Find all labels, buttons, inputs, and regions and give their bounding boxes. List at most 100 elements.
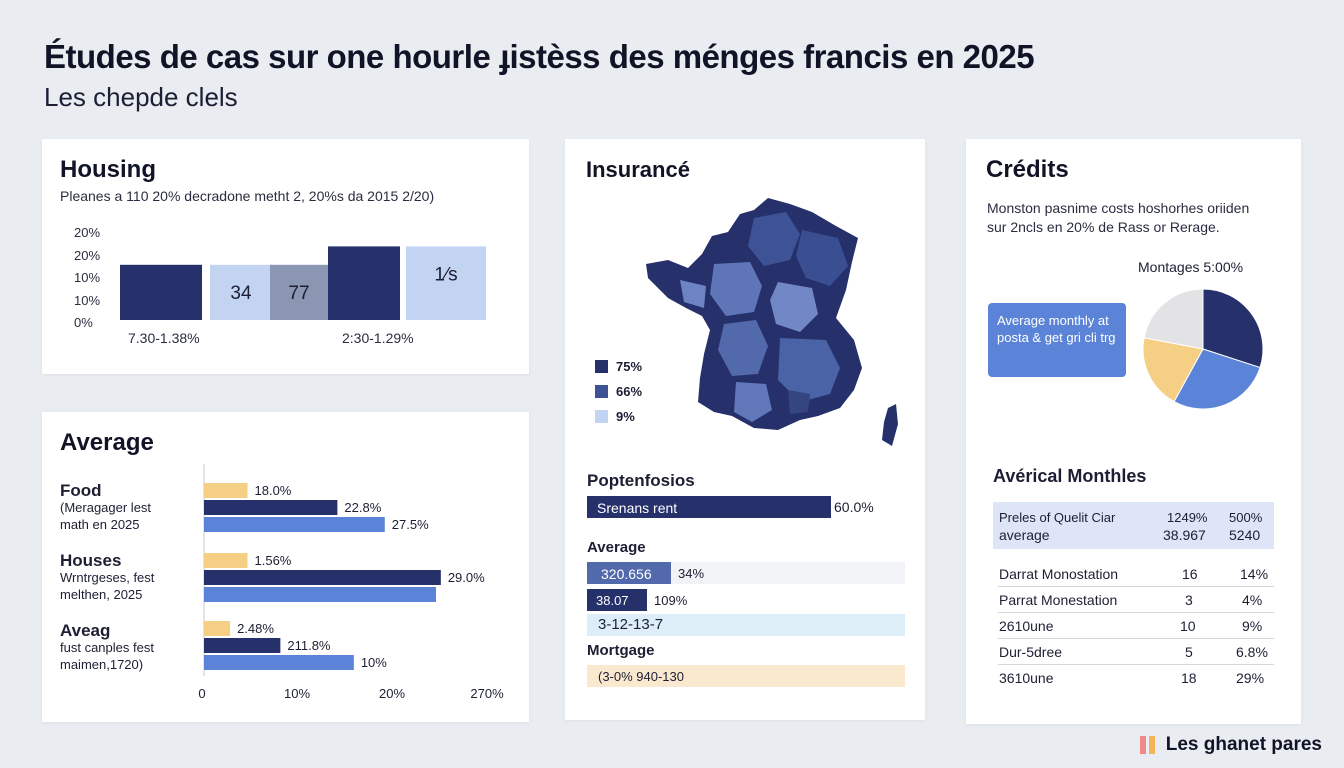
- map-region: [710, 262, 762, 316]
- insurance-section2-title: Average: [587, 539, 646, 556]
- table-row: Dur-5dree 5 6.8%: [998, 639, 1274, 665]
- insurance-bar1-label: Srenans rent: [597, 500, 678, 516]
- row-name: 2610une: [999, 618, 1054, 634]
- credits-card: [966, 139, 1301, 724]
- row-v2: 6.8%: [1236, 644, 1268, 660]
- credits-table-title: Avérical Monthles: [993, 466, 1147, 486]
- housing-caption: Pleanes a 110 20% decradone metht 2, 20%…: [60, 188, 435, 204]
- map-region: [748, 212, 800, 266]
- credits-pie-chart: [1142, 288, 1264, 410]
- page-subtitle: Les chepde clels: [44, 82, 238, 112]
- average-bar: [204, 587, 436, 602]
- table-row: 3610une 18 29%: [998, 665, 1274, 691]
- credits-title: Crédits: [986, 156, 1069, 183]
- row-name: Dur-5dree: [999, 644, 1063, 660]
- legend-swatch: [595, 410, 608, 423]
- average-group-sub: melthen, 2025: [60, 587, 143, 602]
- table-row: 2610une 10 9%: [998, 613, 1274, 639]
- housing-bar-label: 1⁄s: [434, 264, 457, 285]
- insurance-row3-text: 3-12-13-7: [598, 616, 664, 633]
- average-bar: [204, 655, 354, 670]
- average-bar-label: 1.56%: [255, 553, 292, 568]
- average-bar: [204, 483, 248, 498]
- housing-bar: [406, 246, 486, 320]
- housing-axis-labels: 20% 20% 10% 10% 0%: [74, 222, 106, 335]
- page-title: Études de cas sur one hourle ɟistèss des…: [44, 38, 1035, 75]
- average-bar: [204, 500, 338, 515]
- average-bar: [204, 638, 281, 653]
- pie-label: Montages 5:00%: [1138, 259, 1244, 275]
- row-v2: 14%: [1240, 566, 1269, 582]
- housing-bar-chart: 34 77 1⁄s: [120, 246, 486, 320]
- credits-caption-1: Monston pasnime costs hoshorhes oriiden: [987, 200, 1250, 216]
- average-group-sub: fust canples fest: [60, 640, 154, 655]
- legend-label: 66%: [616, 384, 643, 399]
- legend-label: 9%: [616, 409, 635, 424]
- housing-axis-label: 10%: [74, 292, 101, 308]
- housing-bar: [328, 246, 400, 320]
- average-card: [42, 412, 529, 722]
- row-v1: 18: [1181, 670, 1197, 686]
- header-c3b: 5240: [1229, 527, 1261, 543]
- map-region: [796, 230, 848, 286]
- insurance-row2-bar: 38.07: [587, 589, 647, 611]
- average-x-tick: 270%: [470, 686, 504, 701]
- row-name: 3610une: [999, 670, 1054, 686]
- average-group-aveag: Aveag fust canples fest maimen,1720): [60, 622, 154, 673]
- average-bar-label: 211.8%: [287, 638, 331, 653]
- row-name: Darrat Monostation: [999, 566, 1119, 582]
- average-bar-label: 10%: [361, 655, 387, 670]
- row-v1: 5: [1185, 644, 1193, 660]
- insurance-title: Insurancé: [586, 157, 690, 182]
- header-c2a: 1249%: [1167, 510, 1208, 525]
- insurance-section3-title: Mortgage: [587, 642, 655, 659]
- brand-name: Les ghanet pares: [1165, 734, 1322, 755]
- housing-title: Housing: [60, 156, 156, 183]
- row-name: Parrat Monestation: [999, 592, 1118, 608]
- header-c2b: 38.967: [1163, 527, 1206, 543]
- row-v2: 4%: [1242, 592, 1263, 608]
- insurance-row2-value: 109%: [654, 593, 688, 608]
- average-bar: [204, 570, 441, 585]
- average-x-tick: 10%: [284, 686, 310, 701]
- table-row: Parrat Monestation 3 4%: [998, 587, 1274, 613]
- housing-bar: [270, 264, 328, 320]
- pie-slice: [1143, 288, 1204, 350]
- average-group-houses: Houses Wrntrgeses, fest melthen, 2025: [60, 552, 154, 603]
- housing-bar: [120, 264, 202, 320]
- header-c1b: average: [999, 527, 1050, 543]
- housing-bar: [210, 264, 272, 320]
- average-group-sub: Wrntrgeses, fest: [60, 570, 155, 585]
- housing-footer-right: 2:30-1.29%: [342, 330, 414, 346]
- row-v1: 3: [1185, 592, 1193, 608]
- housing-footer-left: 7.30-1.38%: [128, 330, 200, 346]
- average-title: Average: [60, 429, 154, 456]
- average-group-label: Aveag: [60, 621, 111, 640]
- map-region: [770, 282, 818, 332]
- insurance-row4-text: (3-0% 940-130: [598, 669, 684, 684]
- brand-mark-icon: [1139, 736, 1158, 754]
- average-bar-label: 2.48%: [237, 621, 274, 636]
- map-region: [778, 338, 840, 402]
- housing-axis-label: 0%: [74, 315, 93, 330]
- average-group-sub: maimen,1720): [60, 657, 144, 672]
- average-x-tick: 0: [198, 686, 205, 701]
- row-v2: 29%: [1236, 670, 1265, 686]
- average-bar-label: 22.8%: [344, 500, 381, 515]
- housing-axis-label: 10%: [74, 270, 101, 285]
- average-group-label: Food: [60, 481, 102, 500]
- housing-axis-label: 20%: [74, 225, 101, 240]
- legend-item: 66%: [595, 379, 642, 404]
- credits-callout-text: Average monthly at posta & get gri cli t…: [997, 313, 1116, 345]
- average-bar-label: 18.0%: [255, 483, 292, 498]
- credits-caption-2: sur 2ncls en 20% de Rass or Rerage.: [987, 219, 1220, 235]
- map-region: [680, 280, 706, 308]
- brand-logo: Les ghanet pares: [1139, 734, 1322, 756]
- average-bar: [204, 553, 248, 568]
- map-region: [718, 320, 768, 376]
- map-region: [734, 382, 772, 422]
- france-map: [646, 198, 898, 446]
- insurance-bar1: Srenans rent: [587, 496, 831, 518]
- insurance-row1-bar: 320.656: [587, 562, 671, 584]
- housing-bar-label: 77: [288, 283, 309, 304]
